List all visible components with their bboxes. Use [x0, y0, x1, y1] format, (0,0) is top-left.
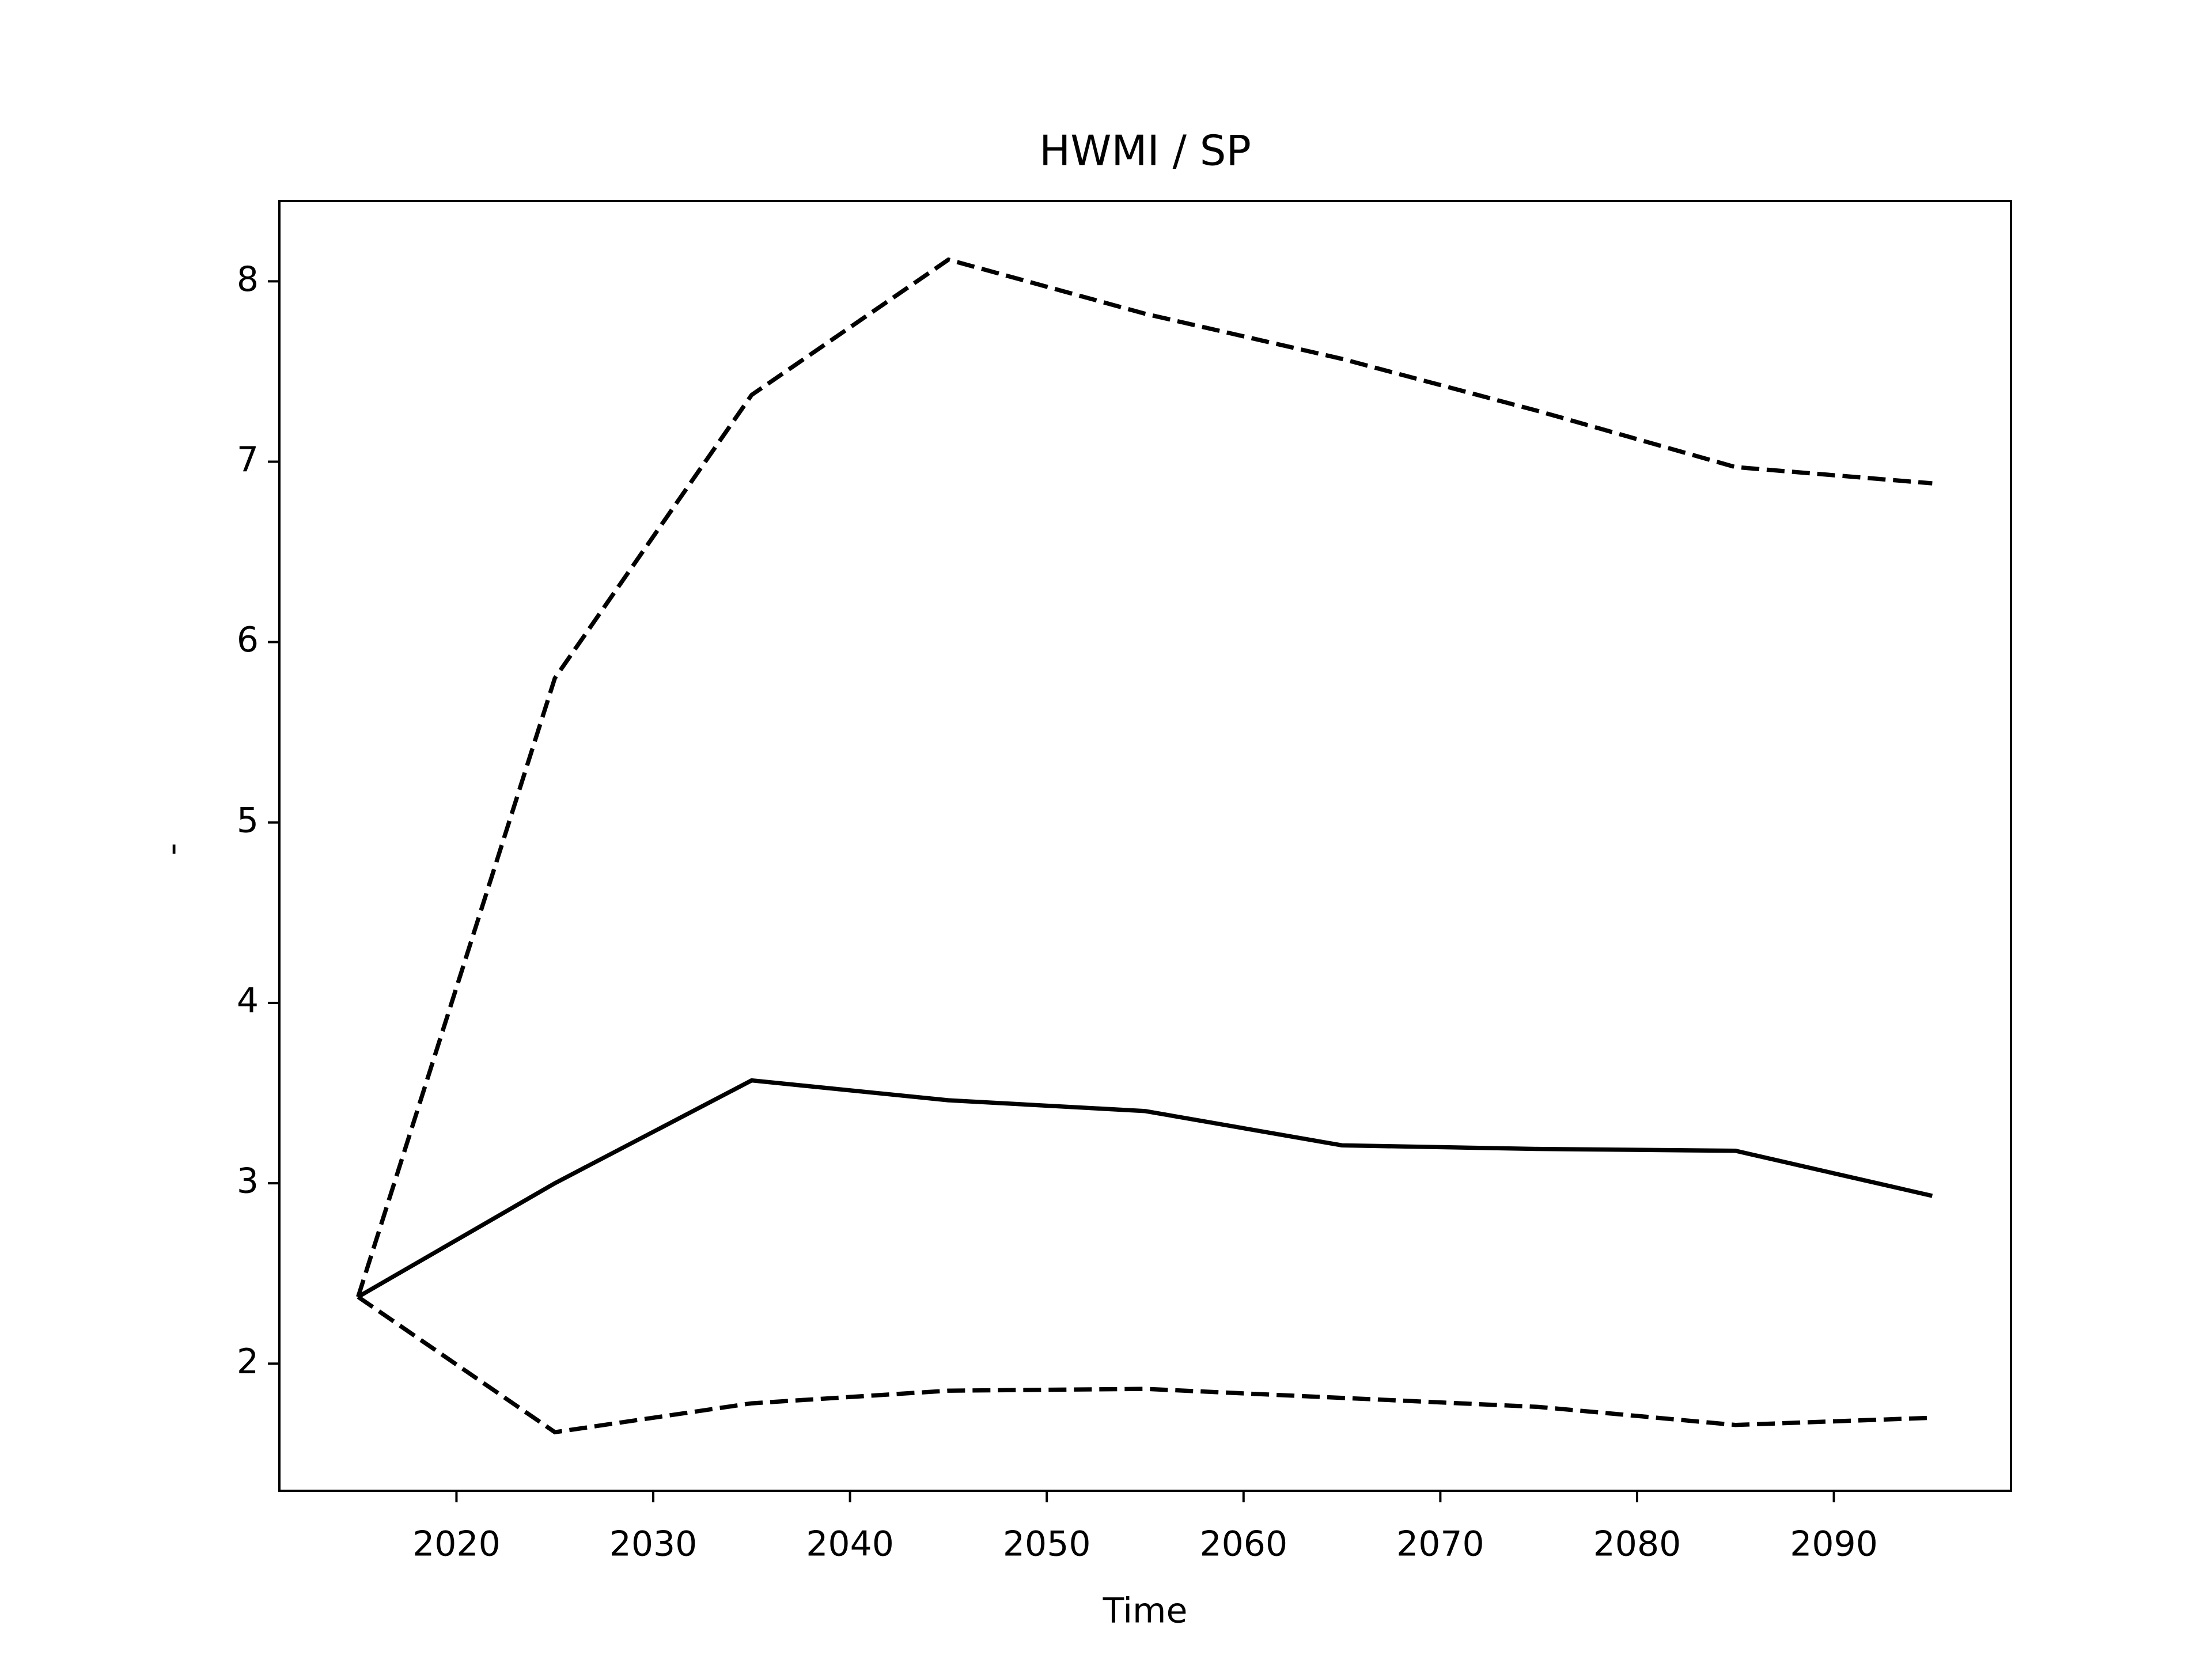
y-tick-label: 4	[237, 981, 259, 1021]
y-tick-label: 2	[237, 1342, 259, 1382]
plot-frame	[278, 200, 2012, 1492]
chart-title: HWMI / SP	[1039, 127, 1251, 175]
x-tick-label: 2070	[1396, 1524, 1484, 1565]
x-axis-label: Time	[1103, 1591, 1188, 1631]
x-tick-label: 2030	[609, 1524, 698, 1565]
x-tick-label: 2050	[1003, 1524, 1091, 1565]
series-line	[357, 1078, 1933, 1299]
x-tick-label: 2060	[1199, 1524, 1287, 1565]
y-tick-label: 8	[237, 259, 259, 300]
x-tick-label: 2090	[1790, 1524, 1878, 1565]
y-tick-label: 5	[237, 800, 259, 840]
x-tick-label: 2040	[806, 1524, 894, 1565]
x-tick-label: 2020	[412, 1524, 501, 1565]
series-line	[357, 1295, 1933, 1435]
y-tick-label: 6	[237, 620, 259, 660]
y-tick-label: 7	[237, 440, 259, 480]
y-axis-label: -	[152, 843, 192, 855]
x-tick-label: 2080	[1593, 1524, 1681, 1565]
y-tick-label: 3	[237, 1161, 259, 1202]
series-line	[356, 257, 1933, 1298]
